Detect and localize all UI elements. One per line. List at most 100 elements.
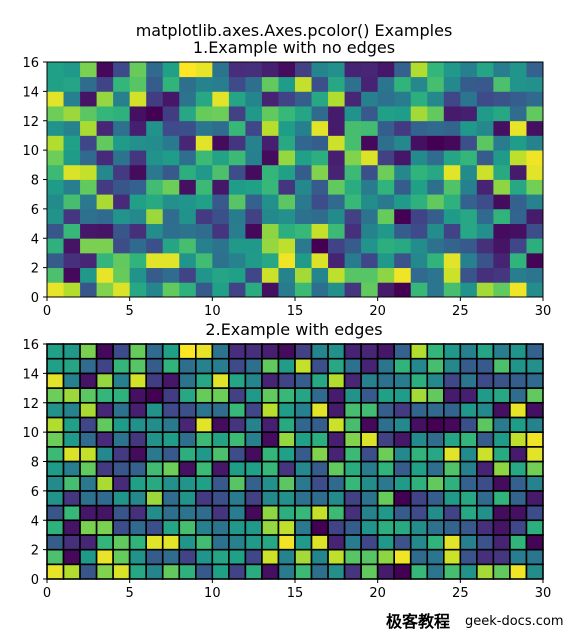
heatmap-cell — [95, 401, 114, 419]
heatmap-cell — [376, 387, 396, 404]
heatmap-cell — [344, 150, 362, 166]
heatmap-cell — [294, 475, 313, 492]
heatmap-cell — [95, 372, 114, 389]
heatmap-cell — [228, 91, 246, 107]
heatmap-cell — [442, 519, 462, 536]
heatmap-cell — [294, 372, 313, 389]
heatmap-cell — [178, 504, 197, 522]
heatmap-cell — [178, 490, 197, 507]
heatmap-cell — [146, 267, 164, 283]
heatmap-cell — [443, 120, 461, 136]
heatmap-cell — [443, 194, 461, 210]
heatmap-cell — [162, 282, 180, 298]
heatmap-cell — [195, 416, 214, 433]
heatmap-cell — [509, 223, 527, 239]
heatmap-cell — [393, 416, 412, 433]
heatmap-cell — [394, 267, 412, 283]
heatmap-cell — [442, 475, 462, 492]
heatmap-cell — [244, 548, 263, 566]
heatmap-cell — [409, 357, 429, 375]
heatmap-cell — [460, 267, 478, 283]
heatmap-cell — [459, 343, 478, 360]
heatmap-cell — [426, 357, 445, 375]
heatmap-cell — [328, 120, 345, 136]
heatmap-cell — [112, 519, 131, 536]
heatmap-cell — [245, 267, 263, 283]
heatmap-cell — [112, 343, 131, 360]
heatmap-cell — [526, 62, 544, 78]
heatmap-cell — [46, 387, 65, 404]
heatmap-cell — [129, 238, 147, 254]
heatmap-cell — [95, 387, 114, 404]
heatmap-cell — [261, 446, 280, 463]
heatmap-cell — [62, 563, 81, 580]
heatmap-cell — [377, 120, 395, 136]
heatmap-cell — [261, 387, 280, 404]
heatmap-cell — [410, 252, 428, 269]
heatmap-cell — [62, 343, 81, 360]
heatmap-cell — [376, 548, 396, 566]
heatmap-cell — [128, 475, 147, 492]
heatmap-cell — [79, 475, 98, 492]
heatmap-cell — [492, 460, 511, 477]
heatmap-cell — [476, 164, 494, 180]
heatmap-cell — [476, 475, 495, 492]
heatmap-cell — [161, 475, 181, 492]
heatmap-cell — [327, 534, 346, 551]
heatmap-cell — [376, 401, 396, 419]
heatmap-cell — [195, 238, 213, 254]
heatmap-cell — [211, 431, 230, 448]
heatmap-cell — [476, 490, 495, 507]
heatmap-cell — [161, 431, 181, 448]
heatmap-cell — [244, 343, 263, 360]
heatmap-cell — [376, 416, 396, 433]
heatmap-cell — [212, 62, 230, 78]
heatmap-cell — [509, 431, 528, 448]
heatmap-cell — [195, 120, 213, 136]
heatmap-cell — [294, 416, 313, 433]
heatmap-cell — [179, 179, 197, 195]
heatmap-cell — [509, 282, 527, 298]
heatmap-cell — [244, 519, 263, 536]
heatmap-cell — [310, 343, 329, 360]
heatmap-cell — [442, 343, 462, 360]
heatmap-cell — [277, 490, 296, 507]
heatmap-cell — [394, 194, 412, 210]
heatmap-cell — [261, 490, 280, 507]
heatmap-cell — [328, 179, 345, 195]
heatmap-cell — [393, 504, 412, 522]
heatmap-cell — [228, 120, 246, 136]
heatmap-cell — [96, 194, 114, 210]
heatmap-cell — [128, 357, 147, 375]
heatmap-cell — [295, 208, 312, 224]
heatmap-cell — [394, 238, 412, 254]
heatmap-cell — [79, 401, 98, 419]
heatmap-cell — [261, 120, 279, 136]
heatmap-cell — [261, 62, 279, 78]
heatmap-cell — [509, 387, 528, 404]
heatmap-cell — [95, 343, 114, 360]
y-tick-label: 14 — [22, 367, 39, 382]
axes2-title: 2.Example with edges — [205, 320, 382, 339]
heatmap-cell — [526, 120, 544, 136]
heatmap-cell — [410, 282, 428, 298]
heatmap-cell — [244, 504, 263, 522]
heatmap-cell — [361, 208, 379, 224]
heatmap-cell — [295, 76, 312, 92]
heatmap-cell — [278, 106, 296, 122]
heatmap-cell — [344, 62, 362, 78]
heatmap-cell — [443, 106, 461, 122]
heatmap-cell — [294, 446, 313, 463]
heatmap-cell — [145, 446, 164, 463]
heatmap-cell — [377, 179, 395, 195]
heatmap-cell — [360, 416, 379, 433]
heatmap-cell — [128, 534, 147, 551]
heatmap-cell — [228, 534, 247, 551]
heatmap-cell — [128, 446, 147, 463]
heatmap-cell — [509, 343, 528, 360]
heatmap-cell — [245, 91, 263, 107]
heatmap-cell — [129, 91, 147, 107]
heatmap-cell — [211, 504, 230, 522]
heatmap-cell — [327, 416, 346, 433]
heatmap-cell — [244, 534, 263, 551]
